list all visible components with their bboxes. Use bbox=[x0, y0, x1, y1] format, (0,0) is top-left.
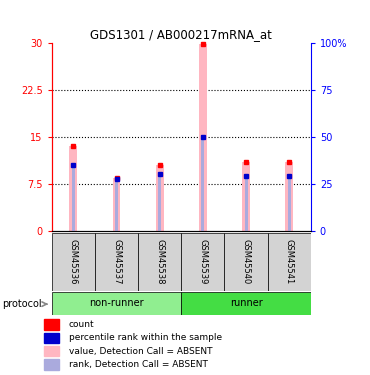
Text: percentile rank within the sample: percentile rank within the sample bbox=[69, 333, 222, 342]
Bar bbox=[201, 137, 204, 231]
Bar bbox=[242, 162, 250, 231]
Text: non-runner: non-runner bbox=[89, 298, 144, 308]
Text: count: count bbox=[69, 320, 94, 329]
Bar bbox=[285, 162, 293, 231]
Bar bbox=[245, 176, 248, 231]
Text: GSM45541: GSM45541 bbox=[285, 239, 294, 284]
Bar bbox=[288, 176, 291, 231]
Bar bbox=[52, 292, 181, 315]
Text: protocol: protocol bbox=[2, 299, 41, 309]
Bar bbox=[44, 346, 58, 356]
Bar bbox=[44, 319, 58, 330]
Bar bbox=[181, 292, 311, 315]
Bar bbox=[181, 232, 225, 291]
Text: GSM45540: GSM45540 bbox=[242, 239, 250, 284]
Bar bbox=[138, 232, 181, 291]
Title: GDS1301 / AB000217mRNA_at: GDS1301 / AB000217mRNA_at bbox=[90, 28, 272, 40]
Text: value, Detection Call = ABSENT: value, Detection Call = ABSENT bbox=[69, 346, 212, 355]
Bar bbox=[52, 232, 95, 291]
Bar bbox=[268, 232, 311, 291]
Bar bbox=[158, 174, 161, 231]
Bar bbox=[70, 146, 77, 231]
Bar bbox=[115, 179, 118, 231]
Bar bbox=[225, 232, 268, 291]
Text: GSM45537: GSM45537 bbox=[112, 239, 121, 284]
Text: runner: runner bbox=[230, 298, 262, 308]
Bar bbox=[199, 44, 207, 231]
Bar bbox=[95, 232, 138, 291]
Text: GSM45536: GSM45536 bbox=[69, 239, 78, 284]
Bar bbox=[44, 333, 58, 343]
Bar bbox=[156, 165, 164, 231]
Text: GSM45538: GSM45538 bbox=[155, 239, 164, 284]
Bar bbox=[72, 165, 75, 231]
Bar bbox=[113, 177, 121, 231]
Bar bbox=[44, 359, 58, 370]
Text: GSM45539: GSM45539 bbox=[198, 239, 207, 284]
Text: rank, Detection Call = ABSENT: rank, Detection Call = ABSENT bbox=[69, 360, 208, 369]
